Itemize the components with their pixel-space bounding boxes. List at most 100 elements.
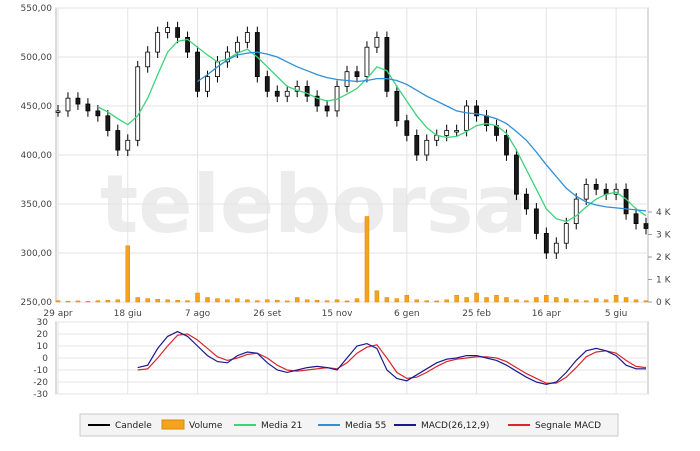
candle-body — [304, 86, 310, 97]
volume-bar — [464, 297, 469, 303]
volume-tick-label: 2 K — [656, 253, 672, 263]
volume-bar — [65, 300, 71, 303]
price-grid — [56, 7, 648, 303]
candle-body — [155, 32, 161, 53]
macd-line — [137, 330, 646, 386]
volume-bar — [404, 295, 410, 303]
volume-bar — [484, 297, 489, 303]
volume-bar — [573, 299, 579, 303]
candles — [55, 21, 649, 259]
macd-tick-label: -30 — [33, 390, 48, 400]
volume-bar — [424, 300, 429, 303]
volume-bar — [434, 300, 439, 303]
volume-bar — [444, 299, 449, 303]
legend-label: Media 21 — [261, 421, 302, 431]
legend-label: Volume — [189, 421, 223, 431]
price-tick-label: 300,00 — [21, 249, 53, 259]
price-axis: 550,00 500,00 450,00 400,00 350,00 300,00 250,… — [21, 4, 53, 308]
volume-bar — [155, 299, 160, 303]
volume-tick-label: 1 K — [656, 276, 672, 286]
candle-body — [145, 51, 151, 68]
volume-bar — [135, 297, 140, 303]
date-tick-label: 7 ago — [185, 309, 211, 319]
date-tick-label: 6 gen — [394, 309, 420, 319]
volume-bar — [75, 300, 81, 303]
volume-bar — [284, 300, 290, 303]
volume-bar — [564, 298, 569, 303]
volume-bar — [294, 297, 300, 303]
candle-body — [234, 41, 240, 53]
volume-bar — [583, 300, 589, 303]
moving-averages — [97, 38, 647, 223]
candle-body — [274, 90, 280, 97]
volume-bar — [324, 300, 330, 303]
candle-body — [593, 183, 599, 190]
candle-body — [115, 130, 121, 151]
candle-body — [514, 154, 519, 195]
volume-bar — [215, 298, 220, 303]
macd-tick-label: 20 — [37, 330, 49, 340]
volume-bar — [603, 299, 609, 303]
candle-body — [125, 139, 131, 151]
candle-body — [444, 130, 450, 136]
legend-label: MACD(26,12,9) — [421, 421, 489, 431]
date-tick-label: 5 giu — [605, 309, 628, 319]
date-tick-label: 15 nov — [322, 309, 354, 319]
candle-body — [504, 134, 509, 156]
candle-body — [244, 32, 250, 43]
candle-body — [404, 120, 410, 136]
volume-bar — [524, 300, 529, 303]
macd-tick-label: 10 — [37, 342, 49, 352]
volume-bar — [593, 298, 599, 303]
candle-body — [354, 71, 360, 77]
candle-body — [553, 242, 559, 254]
candle-body — [464, 105, 470, 131]
volume-bar — [384, 297, 390, 303]
volume-tick-label: 3 K — [656, 231, 672, 241]
volume-bar — [314, 299, 320, 303]
candle-body — [314, 95, 320, 107]
volume-bar — [255, 300, 260, 303]
volume-tick-label: 0 K — [656, 298, 672, 308]
macd-tick-label: 30 — [37, 318, 49, 328]
candle-body — [95, 110, 101, 117]
price-tick-label: 550,00 — [21, 4, 53, 14]
candle-body — [374, 37, 380, 48]
date-tick-label: 29 apr — [43, 309, 73, 319]
volume-bar — [504, 297, 509, 303]
date-tick-label: 16 apr — [532, 309, 562, 319]
candle-body — [573, 198, 579, 225]
legend-label: Media 55 — [345, 421, 386, 431]
volume-bar — [344, 300, 350, 303]
candle-body — [633, 213, 639, 225]
candle-body — [344, 71, 350, 87]
legend: Candele Volume Media 21 Media 55 MACD(26,12,… — [88, 419, 601, 431]
candle-body — [185, 37, 190, 53]
candle-body — [583, 183, 589, 200]
volume-bar — [334, 299, 340, 303]
legend-label: Candele — [115, 421, 152, 431]
price-tick-label: 250,00 — [21, 298, 53, 308]
price-tick-label: 450,00 — [21, 102, 53, 112]
candle-body — [414, 134, 420, 156]
candle-body — [623, 188, 629, 215]
volume-bar — [55, 300, 61, 303]
price-tick-label: 350,00 — [21, 200, 53, 210]
candle-body — [254, 32, 260, 77]
candle-body — [324, 105, 330, 112]
volume-bar — [394, 298, 400, 303]
volume-bar — [245, 299, 250, 303]
volume-bar — [354, 298, 360, 303]
volume-bar — [414, 299, 420, 303]
volume-bar — [165, 299, 170, 303]
candle-body — [225, 51, 230, 63]
candle-body — [384, 37, 390, 92]
candle-body — [284, 90, 290, 97]
candle-body — [215, 61, 220, 78]
macd-tick-label: -20 — [33, 378, 48, 388]
volume-bar — [225, 299, 230, 303]
volume-bar — [364, 216, 370, 303]
candle-body — [75, 97, 81, 105]
media-21-line — [97, 38, 647, 223]
